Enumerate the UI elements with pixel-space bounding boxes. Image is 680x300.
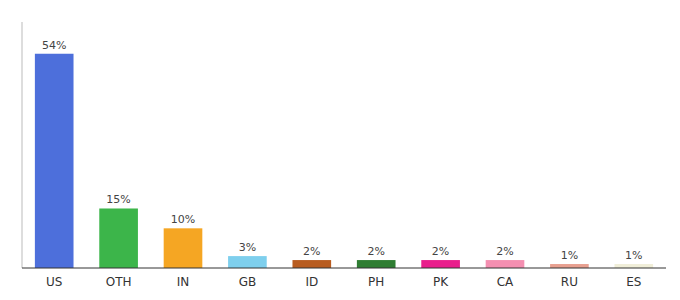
data-label: 2%	[367, 245, 384, 258]
bar	[292, 260, 331, 268]
bar	[99, 208, 138, 268]
bar	[357, 260, 396, 268]
data-label: 54%	[42, 39, 66, 52]
bar	[614, 264, 653, 268]
data-label: 2%	[496, 245, 513, 258]
x-tick-label: ID	[305, 275, 318, 289]
x-tick-label: RU	[561, 275, 578, 289]
x-tick-label: IN	[177, 275, 190, 289]
bar	[35, 54, 74, 268]
data-label: 15%	[106, 193, 130, 206]
bar	[486, 260, 525, 268]
bar	[421, 260, 460, 268]
x-axis-line	[22, 268, 666, 269]
x-tick-label: US	[46, 275, 62, 289]
chart: 54% 15% 10% 3% 2% 2% 2% 2% 1% 1% US OTH IN GB ID PH PK CA…	[0, 0, 680, 300]
x-tick-label: GB	[239, 275, 257, 289]
bar	[228, 256, 267, 268]
data-label: 1%	[561, 249, 578, 262]
bar	[164, 228, 203, 268]
data-label: 2%	[303, 245, 320, 258]
data-labels: 54% 15% 10% 3% 2% 2% 2% 2% 1% 1%	[42, 39, 643, 262]
x-tick-label: CA	[497, 275, 514, 289]
chart-container: 54% 15% 10% 3% 2% 2% 2% 2% 1% 1% US OTH IN GB ID PH PK CA…	[0, 0, 680, 300]
x-tick-label: PK	[433, 275, 449, 289]
x-tick-label: PH	[368, 275, 384, 289]
data-label: 2%	[432, 245, 449, 258]
x-tick-labels: US OTH IN GB ID PH PK CA RU ES	[46, 275, 641, 289]
bars	[35, 54, 653, 268]
y-axis-line	[22, 22, 23, 268]
data-label: 10%	[171, 213, 195, 226]
x-tick-label: OTH	[106, 275, 132, 289]
x-tick-label: ES	[626, 275, 641, 289]
data-label: 1%	[625, 249, 642, 262]
bar	[550, 264, 589, 268]
data-label: 3%	[239, 241, 256, 254]
